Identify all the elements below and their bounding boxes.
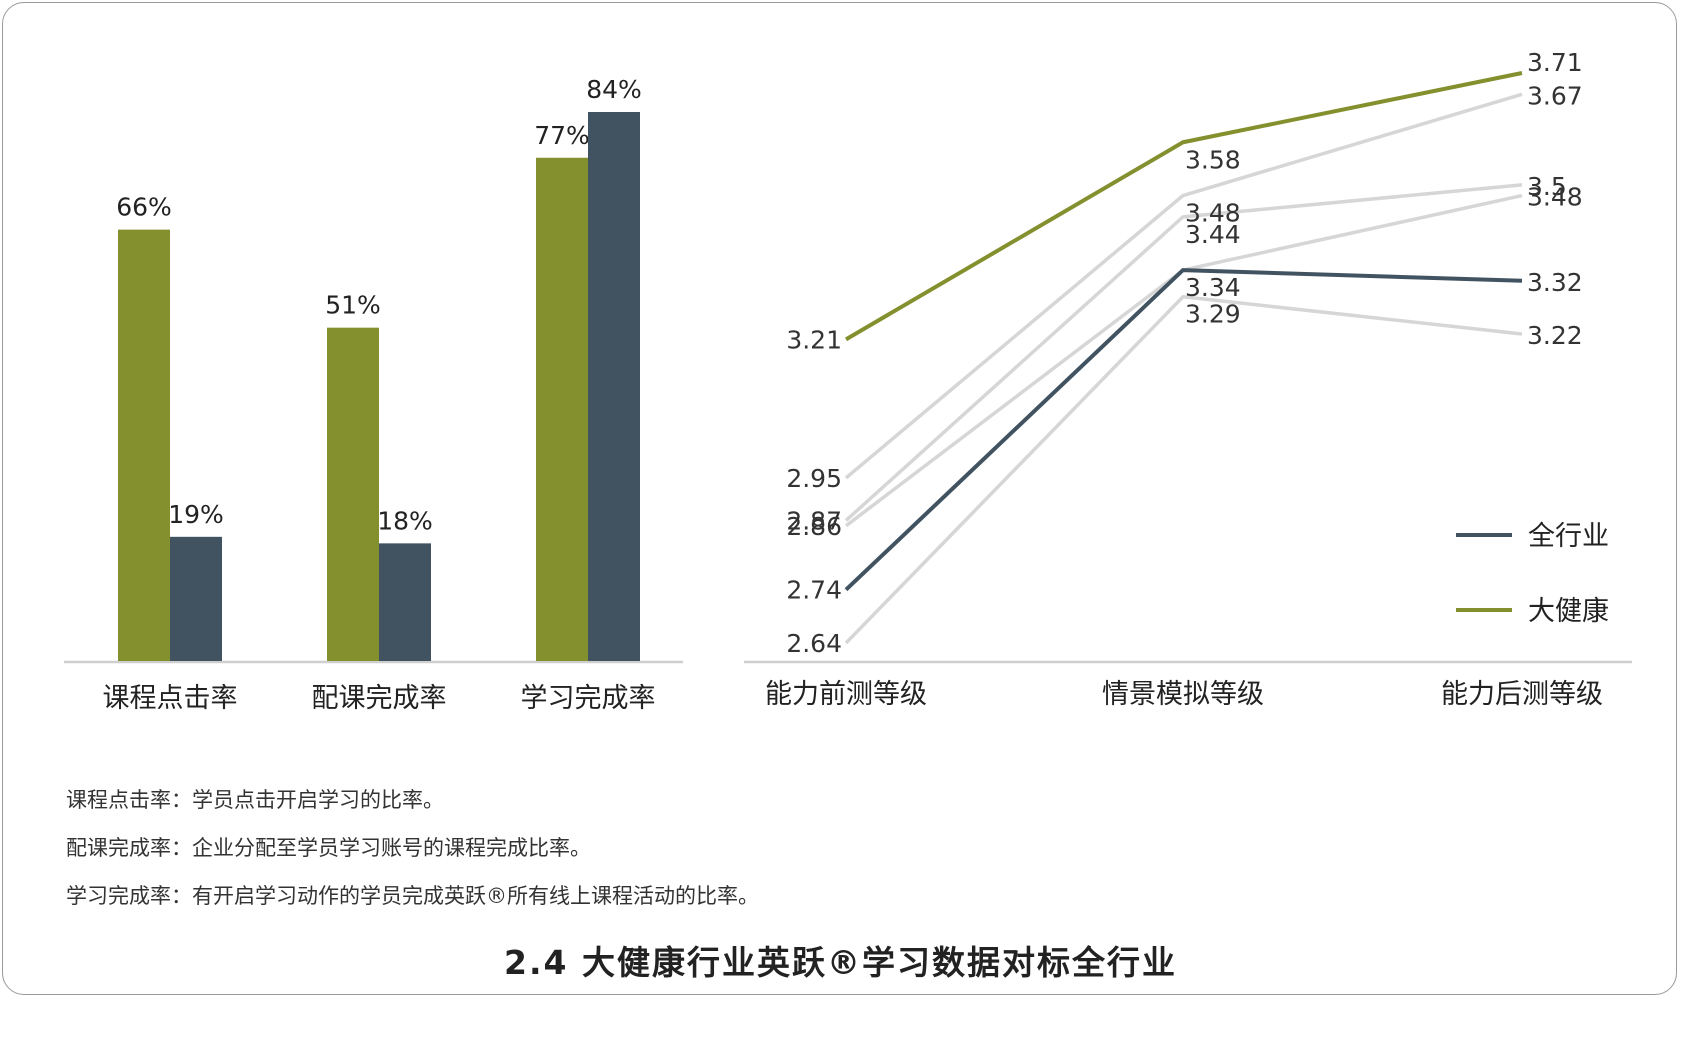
- line-data-label-2-2: 3.67: [1527, 81, 1583, 110]
- bar-data-label-1-1: 18%: [377, 506, 433, 535]
- line-series-3: [844, 183, 1523, 522]
- legend-label-0: 全行业: [1528, 521, 1609, 552]
- bar-1-0: [327, 327, 379, 661]
- line-data-label-4-0: 2.86: [786, 512, 842, 541]
- line-series-2: [844, 92, 1523, 480]
- line-series-1: [844, 71, 1523, 342]
- legend-label-1: 大健康: [1528, 596, 1609, 627]
- line-data-label-3-2: 3.5: [1527, 172, 1567, 201]
- note-study-completion: 学习完成率：有开启学习动作的学员完成英跃®所有线上课程活动的比率。: [66, 884, 759, 908]
- bar-data-label-1-0: 51%: [325, 291, 381, 320]
- bar-1-1: [379, 543, 431, 661]
- bar-0-0: [118, 229, 170, 661]
- bar-2-1: [588, 112, 640, 661]
- bar-data-label-2-0: 77%: [534, 121, 590, 150]
- line-data-label-2-1: 3.48: [1185, 199, 1241, 228]
- bar-category-label-1: 配课完成率: [312, 683, 447, 714]
- line-data-label-5-2: 3.22: [1527, 321, 1583, 350]
- line-category-label-0: 能力前测等级: [765, 679, 927, 710]
- note-click-rate: 课程点击率：学员点击开启学习的比率。: [66, 788, 444, 812]
- line-data-label-0-0: 2.74: [786, 576, 842, 605]
- line-series-5: [844, 294, 1523, 645]
- line-data-label-1-1: 3.58: [1185, 145, 1241, 174]
- line-data-label-0-1: 3.34: [1185, 273, 1241, 302]
- line-data-label-1-2: 3.71: [1527, 48, 1583, 77]
- line-data-label-3-1: 3.44: [1185, 220, 1241, 249]
- bar-2-0: [536, 157, 588, 661]
- line-data-label-5-0: 2.64: [786, 629, 842, 658]
- line-data-label-3-0: 2.87: [786, 506, 842, 535]
- note-assigned-completion: 配课完成率：企业分配至学员学习账号的课程完成比率。: [66, 836, 591, 860]
- bar-category-label-0: 课程点击率: [103, 683, 238, 714]
- line-data-label-4-2: 3.48: [1527, 183, 1583, 212]
- bar-data-label-0-1: 19%: [168, 500, 224, 529]
- line-data-label-0-2: 3.32: [1527, 268, 1583, 297]
- line-data-label-2-0: 2.95: [786, 464, 842, 493]
- bar-data-label-0-0: 66%: [116, 193, 172, 222]
- line-series-4: [844, 193, 1523, 528]
- figure-frame: [2, 2, 1677, 995]
- line-data-label-5-1: 3.29: [1185, 300, 1241, 329]
- figure-caption: 2.4 大健康行业英跃®学习数据对标全行业: [504, 943, 1177, 982]
- line-data-label-1-0: 3.21: [786, 325, 842, 354]
- line-category-label-1: 情景模拟等级: [1102, 679, 1264, 710]
- bar-data-label-2-1: 84%: [586, 75, 642, 104]
- bar-0-1: [170, 536, 222, 661]
- line-category-label-2: 能力后测等级: [1441, 679, 1603, 710]
- definition-notes: 课程点击率：学员点击开启学习的比率。 配课完成率：企业分配至学员学习账号的课程完…: [66, 776, 759, 920]
- bar-category-label-2: 学习完成率: [521, 683, 656, 714]
- line-series-0: [844, 268, 1523, 592]
